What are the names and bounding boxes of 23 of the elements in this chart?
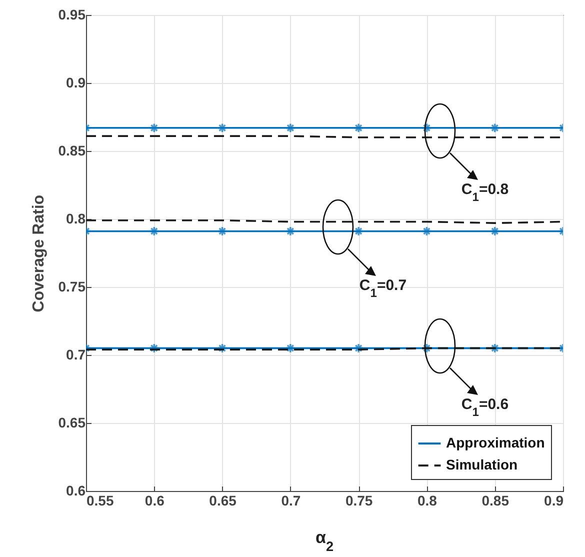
x-tick-label: 0.85 [482, 492, 510, 508]
x-tick-label: 0.7 [281, 492, 301, 508]
x-tick-label: 0.9 [544, 492, 564, 508]
y-tick-label: 0.6 [66, 482, 86, 498]
annotation: C$_{1}$=0.8 [461, 181, 509, 204]
y-tick-label: 0.8 [66, 210, 86, 226]
y-tick-label: 0.65 [58, 414, 86, 430]
y-axis-title: Coverage Ratio [30, 194, 48, 312]
x-tick-label: 0.65 [209, 492, 237, 508]
y-tick-label: 0.85 [58, 142, 86, 158]
x-axis-title: α$_{2}$ [315, 528, 334, 554]
y-tick-label: 0.75 [58, 278, 86, 294]
x-tick-label: 0.75 [345, 492, 373, 508]
x-tick-label: 0.8 [417, 492, 438, 508]
annotation: C$_{1}$=0.7 [359, 277, 407, 300]
x-tick-label: 0.6 [144, 492, 165, 508]
x-tick-label: 0.55 [86, 492, 114, 508]
y-tick-label: 0.9 [66, 74, 86, 90]
annotation: C$_{1}$=0.6 [461, 396, 509, 419]
legend-label: Approximation [446, 434, 545, 450]
legend-label: Simulation [446, 456, 518, 472]
y-tick-label: 0.95 [58, 6, 86, 22]
y-tick-label: 0.7 [66, 346, 86, 362]
